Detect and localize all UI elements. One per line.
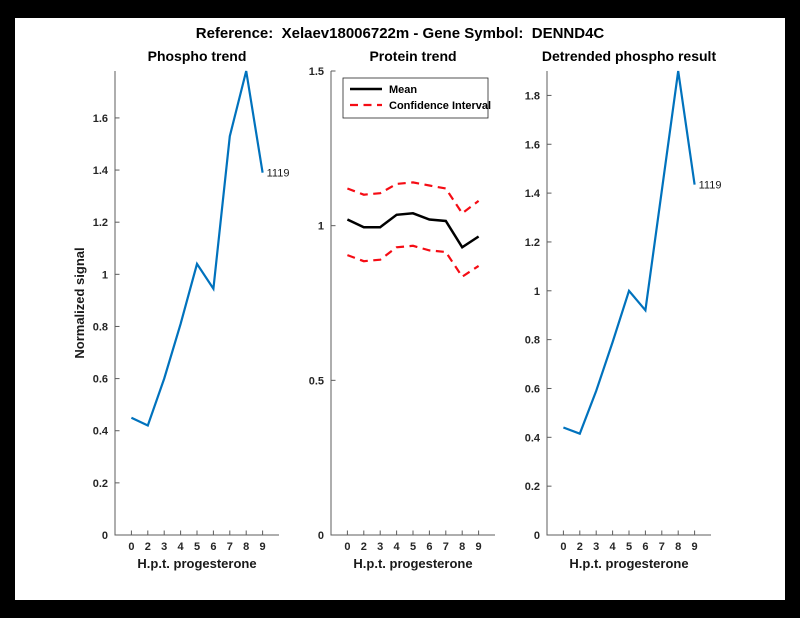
x-tick-label: 8 <box>459 541 465 553</box>
legend-label: Confidence Interval <box>389 100 491 112</box>
x-tick-label: 7 <box>659 541 665 553</box>
x-tick-label: 6 <box>210 541 216 553</box>
legend-box: Mean Confidence Interval <box>342 77 491 119</box>
annotation-1119: 1119 <box>267 168 290 180</box>
subplots-svg: 0 2 3 4 5 6 7 8 900.20.40.60.811.21.41.6Phospho … <box>72 48 722 571</box>
legend-frame <box>342 77 489 119</box>
y-tick-label: 0.4 <box>93 426 109 438</box>
x-tick-label: 7 <box>227 541 233 553</box>
figure-suptitle: Reference: Xelaev18006722m - Gene Symbol… <box>195 25 605 42</box>
y-tick-label: 1 <box>318 221 324 233</box>
confidence-interval-lower-line <box>347 244 480 279</box>
confidence-interval-upper-line <box>347 181 480 215</box>
phospho-signal-line <box>130 70 264 428</box>
y-tick-label: 0.8 <box>93 321 108 333</box>
subplot-phospho-trend: 0 2 3 4 5 6 7 8 900.20.40.60.811.21.41.6Phospho … <box>72 48 289 571</box>
x-tick-label: 6 <box>642 541 648 553</box>
x-tick-label: 5 <box>410 541 416 553</box>
y-tick-label: 1.2 <box>93 217 108 229</box>
x-axis-label: H.p.t. progesterone <box>353 556 472 571</box>
x-tick-label: 8 <box>675 541 681 553</box>
y-tick-label: 0.6 <box>525 383 540 395</box>
y-tick-label: 1.8 <box>525 90 540 102</box>
y-tick-label: 0 <box>318 530 324 542</box>
x-axis-label: H.p.t. progesterone <box>569 556 688 571</box>
y-tick-label: 0.8 <box>525 335 540 347</box>
y-tick-label: 0.5 <box>309 375 324 387</box>
x-tick-label: 9 <box>260 541 266 553</box>
figure-canvas: Reference: Xelaev18006722m - Gene Symbol… <box>15 18 785 600</box>
x-tick-label: 6 <box>426 541 432 553</box>
x-tick-label: 3 <box>593 541 599 553</box>
y-tick-label: 1 <box>102 269 108 281</box>
x-tick-label: 2 <box>145 541 151 553</box>
x-tick-label: 0 <box>560 541 566 553</box>
y-tick-label: 1.6 <box>93 113 108 125</box>
x-tick-label: 0 <box>344 541 350 553</box>
x-tick-label: 3 <box>377 541 383 553</box>
axis-spines <box>546 71 711 536</box>
x-tick-label: 0 <box>128 541 134 553</box>
y-tick-label: 1.5 <box>309 66 324 78</box>
x-tick-label: 7 <box>443 541 449 553</box>
x-tick-label: 9 <box>692 541 698 553</box>
y-tick-label: 0.2 <box>525 481 540 493</box>
x-tick-label: 4 <box>178 541 185 553</box>
y-axis-label: Normalized signal <box>72 247 87 358</box>
annotation-1119: 1119 <box>699 180 722 192</box>
axis-spines <box>114 71 279 536</box>
x-tick-label: 4 <box>610 541 617 553</box>
y-tick-label: 0.4 <box>525 432 541 444</box>
axis-spines <box>330 71 495 536</box>
x-tick-label: 9 <box>476 541 482 553</box>
subplot-title: Phospho trend <box>148 48 247 64</box>
y-tick-label: 1.4 <box>93 165 109 177</box>
legend-label: Mean <box>389 84 417 96</box>
y-tick-label: 1.2 <box>525 237 540 249</box>
y-tick-label: 0.2 <box>93 478 108 490</box>
y-tick-label: 1 <box>534 286 540 298</box>
y-tick-label: 0 <box>534 530 540 542</box>
y-tick-label: 1.6 <box>525 139 540 151</box>
x-tick-label: 5 <box>626 541 632 553</box>
y-tick-label: 0.6 <box>93 374 108 386</box>
subplot-detrended-phospho-result: 0 2 3 4 5 6 7 8 900.20.40.60.811.21.41.61.8Detre… <box>525 48 722 571</box>
x-tick-label: 2 <box>361 541 367 553</box>
x-axis-label: H.p.t. progesterone <box>137 556 256 571</box>
x-tick-label: 4 <box>394 541 401 553</box>
x-tick-label: 8 <box>243 541 249 553</box>
y-tick-label: 1.4 <box>525 188 541 200</box>
mean-line <box>346 212 480 250</box>
x-tick-label: 3 <box>161 541 167 553</box>
x-tick-label: 5 <box>194 541 200 553</box>
subplot-title: Detrended phospho result <box>542 48 717 64</box>
y-tick-label: 0 <box>102 530 108 542</box>
x-tick-label: 2 <box>577 541 583 553</box>
detrended-phospho-signal-line <box>563 70 696 436</box>
subplot-title: Protein trend <box>369 48 456 64</box>
